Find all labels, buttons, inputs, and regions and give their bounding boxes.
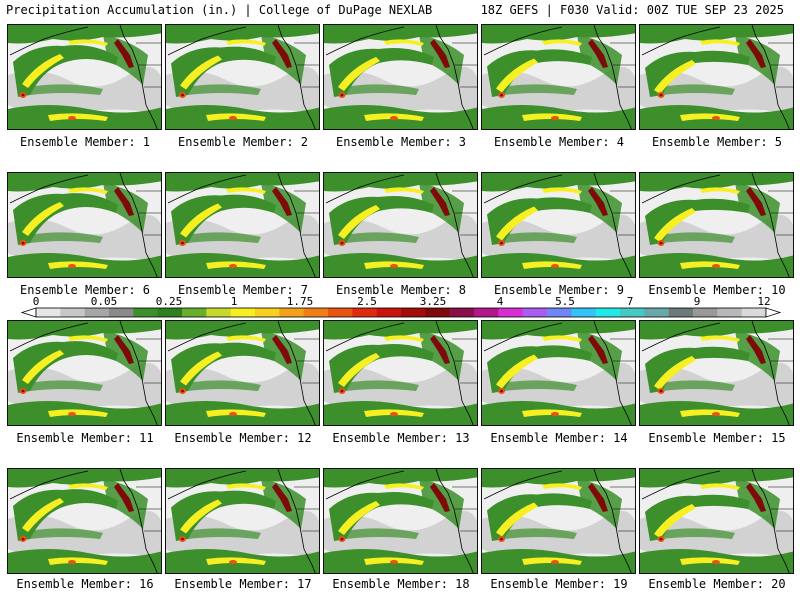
ensemble-label-14: Ensemble Member: 14 xyxy=(490,431,628,445)
ensemble-map-1 xyxy=(7,24,162,130)
ensemble-label-6: Ensemble Member: 6 xyxy=(19,283,151,297)
colorbar-tick-label: 3.25 xyxy=(419,295,447,308)
colorbar-swatch xyxy=(133,308,158,317)
ensemble-label-3: Ensemble Member: 3 xyxy=(335,135,467,149)
colorbar-swatch xyxy=(36,308,61,317)
ensemble-label-2: Ensemble Member: 2 xyxy=(177,135,309,149)
ensemble-map-17 xyxy=(165,468,320,574)
ensemble-map-15 xyxy=(639,320,794,426)
colorbar-swatch xyxy=(279,308,304,317)
colorbar-swatch xyxy=(425,308,450,317)
ensemble-label-17: Ensemble Member: 17 xyxy=(174,577,312,591)
colorbar-tick-label: 5.5 xyxy=(555,295,575,308)
colorbar-swatch xyxy=(352,308,377,317)
ensemble-label-1: Ensemble Member: 1 xyxy=(19,135,151,149)
colorbar-swatch xyxy=(84,308,110,317)
ensemble-map-9 xyxy=(481,172,636,278)
colorbar-tick-label: 4 xyxy=(496,295,504,308)
ensemble-map-6 xyxy=(7,172,162,278)
colorbar-swatch xyxy=(717,308,742,317)
colorbar-swatch xyxy=(620,308,645,317)
ensemble-map-12 xyxy=(165,320,320,426)
colorbar-tick-label: 9 xyxy=(693,295,701,308)
colorbar-swatch xyxy=(255,308,280,317)
ensemble-label-15: Ensemble Member: 15 xyxy=(648,431,786,445)
colorbar-swatch xyxy=(157,308,183,317)
colorbar-tick-label: 1 xyxy=(230,295,238,308)
ensemble-map-3 xyxy=(323,24,478,130)
ensemble-map-5 xyxy=(639,24,794,130)
header-right-title: 18Z GEFS | F030 Valid: 00Z TUE SEP 23 20… xyxy=(480,3,784,17)
colorbar-swatch xyxy=(595,308,621,317)
colorbar-swatch xyxy=(449,308,475,317)
colorbar-tick-label: 0.25 xyxy=(155,295,183,308)
header-left-title: Precipitation Accumulation (in.) | Colle… xyxy=(6,3,433,17)
colorbar-swatch xyxy=(303,308,329,317)
ensemble-map-16 xyxy=(7,468,162,574)
ensemble-map-18 xyxy=(323,468,478,574)
ensemble-label-19: Ensemble Member: 19 xyxy=(490,577,628,591)
colorbar-swatch xyxy=(498,308,523,317)
ensemble-map-19 xyxy=(481,468,636,574)
colorbar-swatch xyxy=(741,308,767,317)
ensemble-map-8 xyxy=(323,172,478,278)
colorbar-swatch xyxy=(182,308,207,317)
colorbar-swatch xyxy=(644,308,669,317)
ensemble-map-14 xyxy=(481,320,636,426)
ensemble-label-18: Ensemble Member: 18 xyxy=(332,577,470,591)
ensemble-label-5: Ensemble Member: 5 xyxy=(651,135,783,149)
ensemble-map-20 xyxy=(639,468,794,574)
colorbar-left-arrow xyxy=(20,307,37,318)
ensemble-label-13: Ensemble Member: 13 xyxy=(332,431,470,445)
colorbar-swatch xyxy=(206,308,231,317)
ensemble-label-11: Ensemble Member: 11 xyxy=(16,431,154,445)
ensemble-label-7: Ensemble Member: 7 xyxy=(177,283,309,297)
colorbar-swatch xyxy=(547,308,572,317)
ensemble-map-7 xyxy=(165,172,320,278)
colorbar-swatch xyxy=(376,308,402,317)
colorbar-swatch xyxy=(401,308,426,317)
colorbar-tick-label: 1.75 xyxy=(286,295,314,308)
ensemble-map-10 xyxy=(639,172,794,278)
colorbar-tick-label: 0 xyxy=(32,295,40,308)
colorbar-tick-label: 2.5 xyxy=(357,295,377,308)
colorbar-swatch xyxy=(109,308,134,317)
colorbar-right-arrow xyxy=(765,307,782,318)
ensemble-map-4 xyxy=(481,24,636,130)
colorbar-swatch xyxy=(693,308,718,317)
colorbar-swatch xyxy=(522,308,548,317)
ensemble-label-4: Ensemble Member: 4 xyxy=(493,135,625,149)
ensemble-label-10: Ensemble Member: 10 xyxy=(648,283,786,297)
ensemble-label-9: Ensemble Member: 9 xyxy=(493,283,625,297)
colorbar-swatch xyxy=(668,308,694,317)
colorbar-tick-label: 12 xyxy=(757,295,771,308)
colorbar-swatch xyxy=(60,308,85,317)
colorbar-tick-label: 7 xyxy=(626,295,634,308)
colorbar-swatch xyxy=(230,308,256,317)
ensemble-label-8: Ensemble Member: 8 xyxy=(335,283,467,297)
colorbar-swatch xyxy=(474,308,499,317)
ensemble-label-20: Ensemble Member: 20 xyxy=(648,577,786,591)
ensemble-label-12: Ensemble Member: 12 xyxy=(174,431,312,445)
colorbar xyxy=(20,307,782,318)
ensemble-map-11 xyxy=(7,320,162,426)
colorbar-swatch xyxy=(571,308,596,317)
ensemble-map-13 xyxy=(323,320,478,426)
colorbar-tick-label: 0.05 xyxy=(90,295,118,308)
ensemble-map-2 xyxy=(165,24,320,130)
colorbar-swatch xyxy=(328,308,353,317)
ensemble-label-16: Ensemble Member: 16 xyxy=(16,577,154,591)
